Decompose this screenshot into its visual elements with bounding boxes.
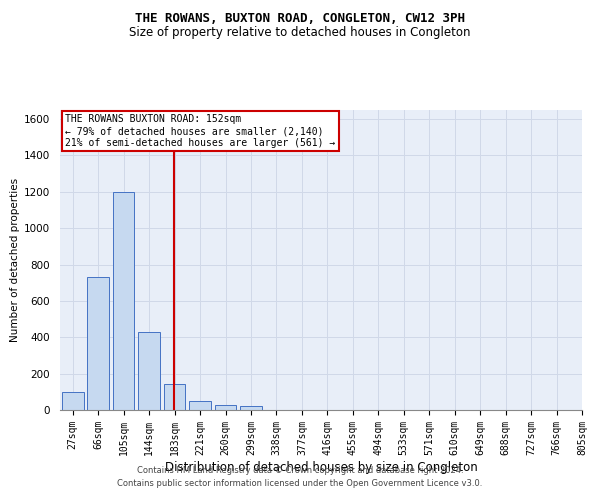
Bar [88,278,109,410]
X-axis label: Distribution of detached houses by size in Congleton: Distribution of detached houses by size … [164,460,478,473]
Bar [240,406,262,410]
Text: THE ROWANS, BUXTON ROAD, CONGLETON, CW12 3PH: THE ROWANS, BUXTON ROAD, CONGLETON, CW12… [135,12,465,26]
Text: Contains HM Land Registry data © Crown copyright and database right 2024.
Contai: Contains HM Land Registry data © Crown c… [118,466,482,487]
Bar [215,404,236,410]
Bar [164,384,185,410]
Bar [113,192,134,410]
Bar [189,401,211,410]
Text: THE ROWANS BUXTON ROAD: 152sqm
← 79% of detached houses are smaller (2,140)
21% : THE ROWANS BUXTON ROAD: 152sqm ← 79% of … [65,114,335,148]
Y-axis label: Number of detached properties: Number of detached properties [10,178,20,342]
Bar [139,332,160,410]
Text: Size of property relative to detached houses in Congleton: Size of property relative to detached ho… [129,26,471,39]
Bar [62,392,83,410]
